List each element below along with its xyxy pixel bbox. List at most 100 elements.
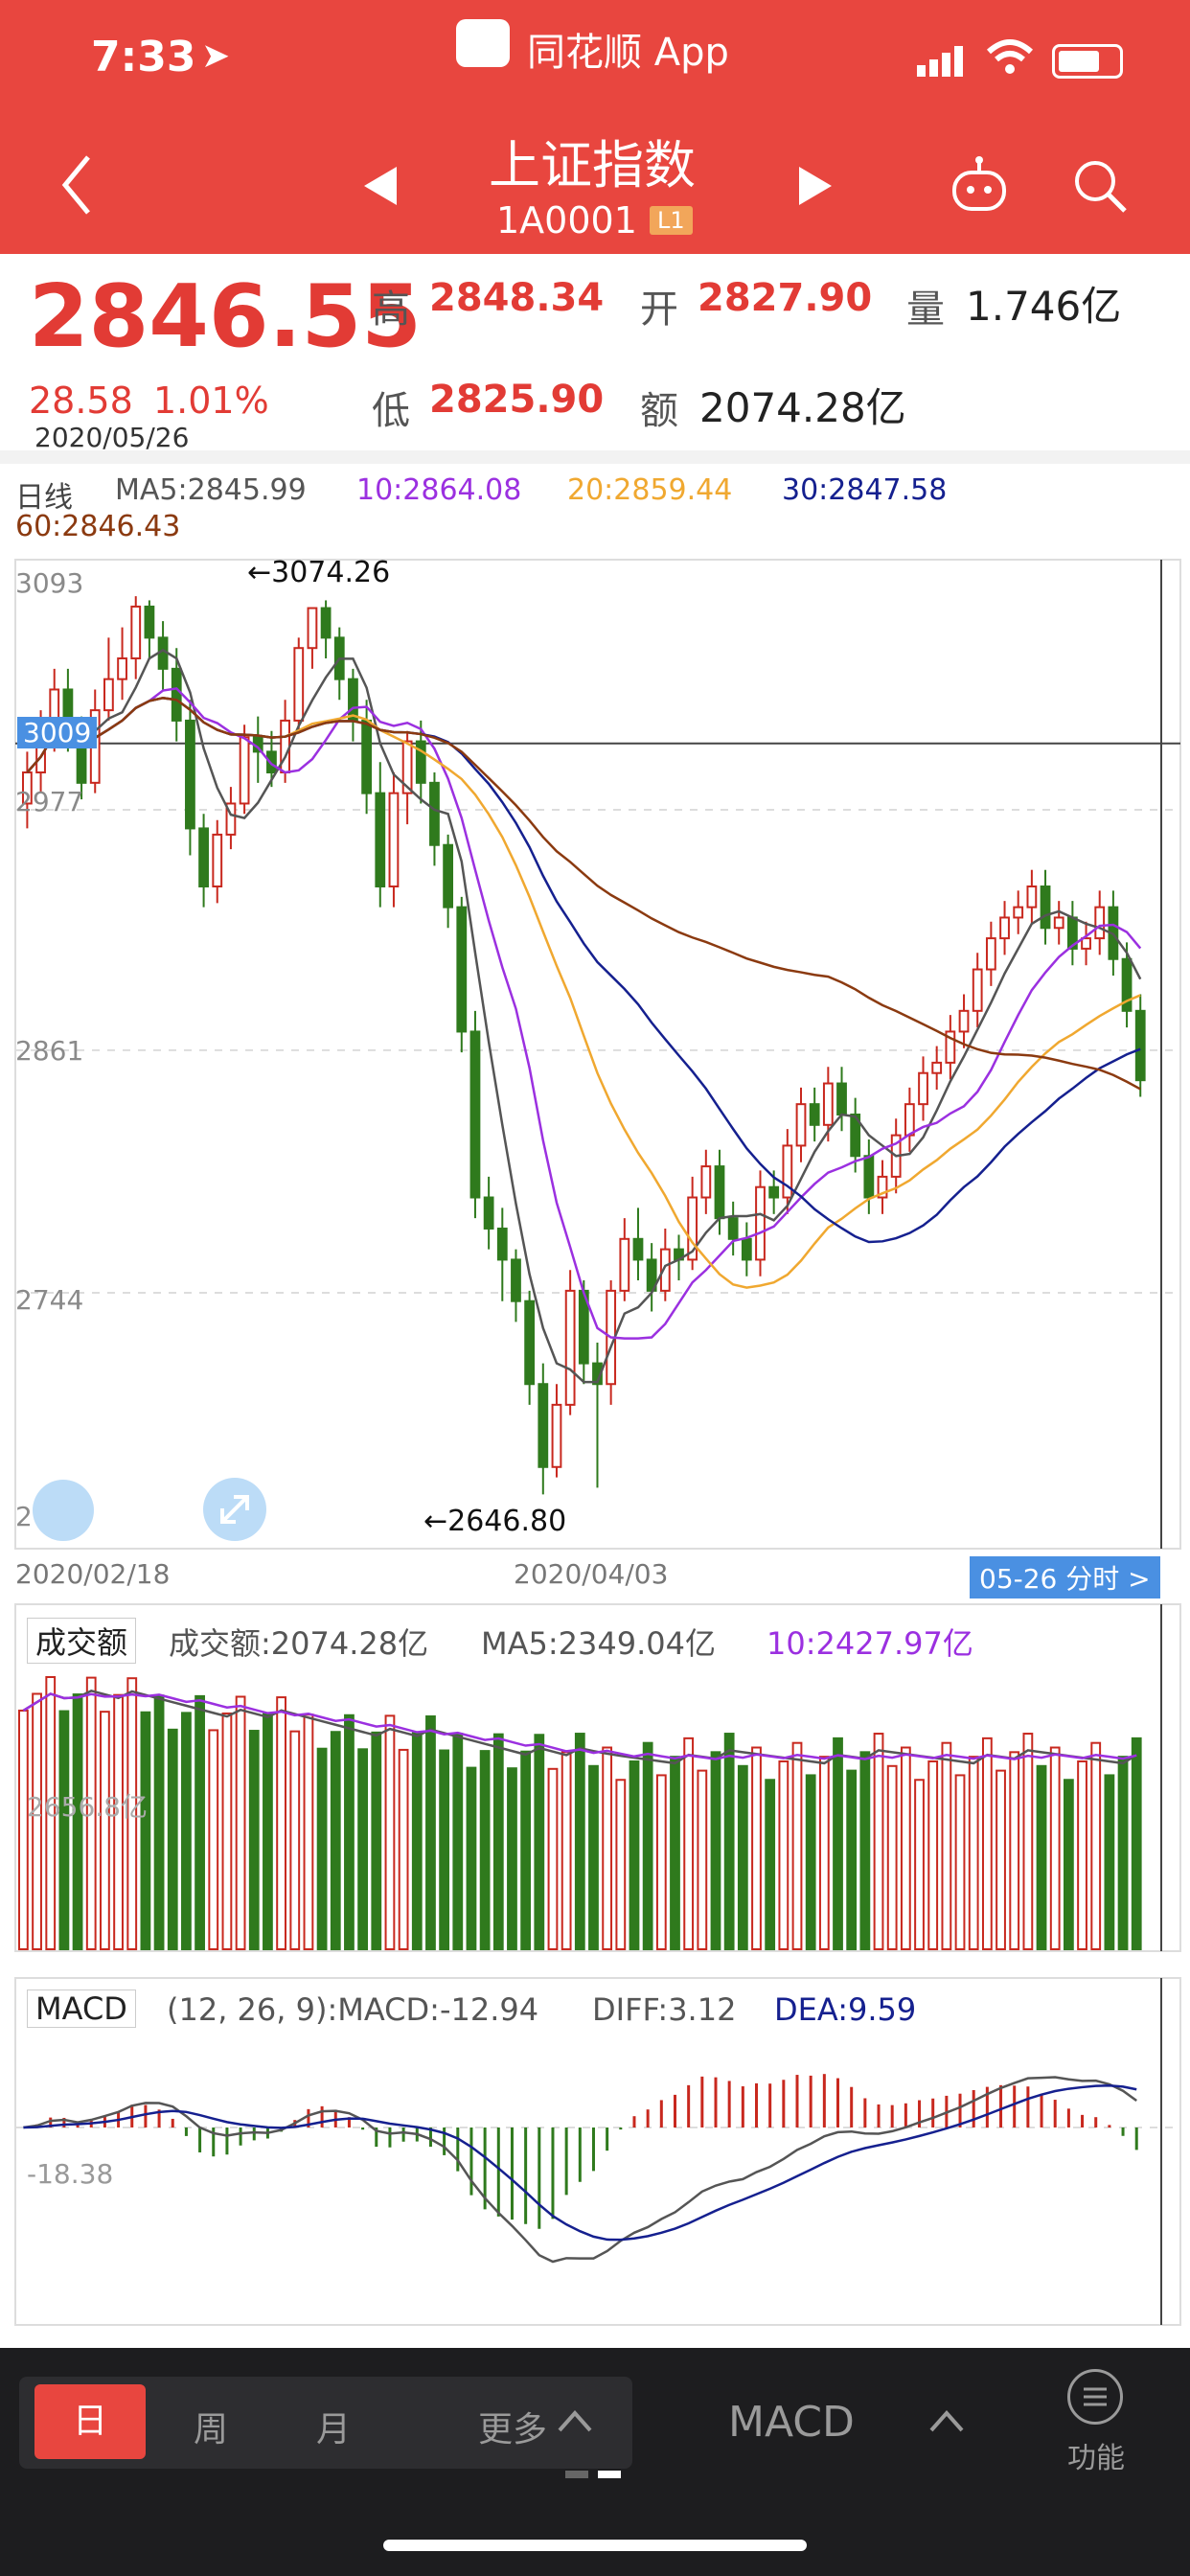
page-title: 上证指数 (489, 135, 696, 196)
timeshare-button[interactable]: 05-26 分时 > (970, 1556, 1160, 1598)
volume-bar (492, 1733, 504, 1950)
volume-bar (140, 1711, 151, 1950)
volume-bar (18, 1709, 29, 1950)
low-value: 2825.90 (429, 378, 605, 422)
indicator-chevron-up-icon[interactable] (927, 2405, 966, 2438)
volume-tab[interactable]: 成交额 (27, 1618, 137, 1664)
candle (741, 1237, 752, 1261)
candle (836, 1082, 847, 1116)
function-label[interactable]: 功能 (1067, 2442, 1125, 2475)
candle (1040, 886, 1051, 930)
volume-bar (873, 1733, 884, 1950)
volume-bar (710, 1751, 721, 1950)
candle (931, 1061, 943, 1074)
volume-bar (981, 1736, 993, 1950)
price-change: 28.58 (29, 380, 133, 422)
volume-bar (995, 1769, 1006, 1950)
macd-chart (14, 1977, 1181, 2326)
candle (483, 1196, 494, 1230)
indicator-select[interactable]: MACD (728, 2398, 855, 2447)
candle (863, 1155, 875, 1199)
ma5-line (26, 648, 1142, 1384)
next-index-icon[interactable] (797, 165, 834, 211)
chevron-up-icon[interactable] (556, 2405, 594, 2438)
volume-bar (520, 1750, 532, 1950)
volume-bar (1117, 1756, 1129, 1950)
y-tick: 2861 (15, 1035, 84, 1067)
volume-bar (615, 1779, 627, 1950)
volume-bar (357, 1748, 369, 1950)
tab-month[interactable]: 月 (315, 2410, 351, 2450)
menu-icon[interactable] (1067, 2369, 1123, 2425)
fullscreen-button[interactable] (203, 1478, 266, 1541)
tab-day[interactable]: 日 (34, 2384, 146, 2459)
candle (1013, 906, 1024, 919)
volume-bar (235, 1695, 246, 1950)
volume-ma10: 10:2427.97亿 (767, 1625, 973, 1662)
candle (1053, 916, 1064, 930)
volume-bar (1009, 1751, 1020, 1950)
volume-ma5-line (22, 1690, 1137, 1765)
candle (1121, 957, 1133, 1012)
candle (293, 647, 305, 722)
app-header: 7:33 ➤ 同花顺 App 上证指数 1A0001 L1 (0, 0, 1190, 254)
macd-dea: DEA:9.59 (774, 1991, 917, 2028)
volume-bar (85, 1676, 97, 1951)
candle (469, 1030, 481, 1199)
candle (1134, 1009, 1146, 1082)
page-indicator (565, 2471, 588, 2478)
macd-axis-label: -18.38 (27, 2158, 114, 2190)
search-icon[interactable] (1071, 157, 1129, 218)
volume-bar (805, 1774, 816, 1950)
candle (958, 1009, 970, 1033)
app-logo-icon (456, 19, 510, 67)
volume-bar (778, 1760, 790, 1950)
back-icon[interactable] (57, 151, 96, 222)
candle (239, 736, 250, 805)
volume-bar (954, 1774, 966, 1950)
tab-more[interactable]: 更多 (477, 2410, 547, 2450)
candle (972, 968, 983, 1012)
y-tick: 2744 (15, 1284, 84, 1316)
volume-bar (1036, 1764, 1047, 1950)
candle (1026, 886, 1038, 908)
home-indicator (383, 2540, 807, 2551)
volume-bar (72, 1693, 83, 1950)
volume-bar (547, 1767, 559, 1950)
volume-bar (126, 1677, 138, 1951)
ma30-legend: 30:2847.58 (782, 473, 948, 507)
candle (714, 1165, 725, 1220)
volume-frame (14, 1603, 1181, 1952)
open-value: 2827.90 (698, 276, 873, 320)
candlestick-chart[interactable] (0, 556, 1190, 1552)
candle (429, 781, 440, 846)
period-label: 日线 (15, 481, 73, 515)
candle (401, 740, 413, 794)
volume-bar (100, 1711, 110, 1950)
level-badge: L1 (650, 206, 693, 235)
draw-tool-button[interactable] (33, 1480, 94, 1541)
dea-line (23, 2084, 1137, 2242)
candle (307, 607, 318, 650)
prev-index-icon[interactable] (362, 165, 399, 211)
volume-bar (181, 1712, 192, 1950)
volume-bar (113, 1693, 124, 1950)
volume-amount: 成交额:2074.28亿 (169, 1625, 429, 1662)
volume-bar (195, 1694, 205, 1951)
min-price-marker: ←2646.80 (423, 1505, 567, 1538)
volume-bar (167, 1728, 178, 1950)
volume-bar (344, 1714, 355, 1950)
candle (375, 792, 386, 888)
candle (266, 750, 277, 774)
ma5-legend: MA5:2845.99 (115, 473, 307, 507)
robot-assistant-icon[interactable] (949, 155, 1010, 220)
wifi-icon (985, 38, 1035, 80)
x-label: 2020/04/03 (514, 1558, 669, 1590)
macd-tab[interactable]: MACD (27, 1990, 136, 2028)
tab-week[interactable]: 周 (193, 2410, 228, 2450)
volume-bar (289, 1730, 301, 1950)
high-label: 高 (372, 288, 410, 332)
candle (117, 657, 127, 680)
ma60-legend: 60:2846.43 (15, 510, 181, 543)
candle (144, 605, 155, 639)
